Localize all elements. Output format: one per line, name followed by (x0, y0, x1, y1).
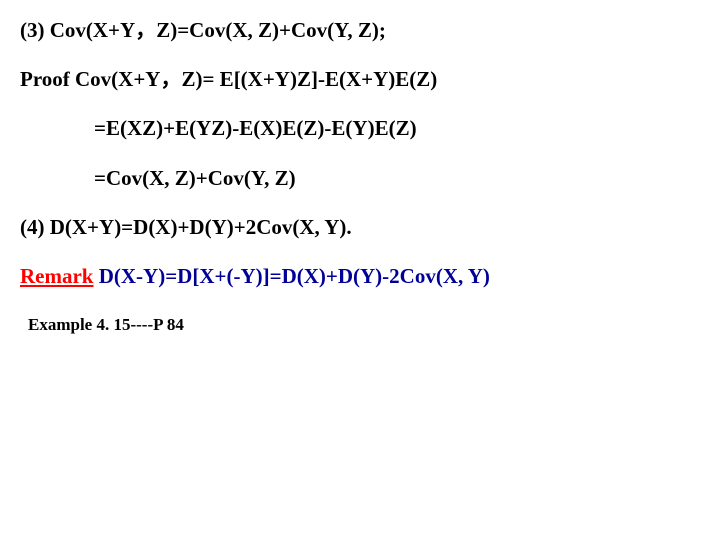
proof-line-3: =Cov(X, Z)+Cov(Y, Z) (20, 166, 700, 191)
example-reference: Example 4. 15----P 84 (20, 315, 700, 335)
remark-label: Remark (20, 264, 93, 288)
proof-line-1: Proof Cov(X+Y，Z)= E[(X+Y)Z]-E(X+Y)E(Z) (20, 67, 700, 92)
slide-container: (3) Cov(X+Y，Z)=Cov(X, Z)+Cov(Y, Z); Proo… (0, 0, 720, 540)
proof-line-2: =E(XZ)+E(YZ)-E(X)E(Z)-E(Y)E(Z) (20, 116, 700, 141)
property-3-line: (3) Cov(X+Y，Z)=Cov(X, Z)+Cov(Y, Z); (20, 18, 700, 43)
property-4-line: (4) D(X+Y)=D(X)+D(Y)+2Cov(X, Y). (20, 215, 700, 240)
remark-body: D(X-Y)=D[X+(-Y)]=D(X)+D(Y)-2Cov(X, Y) (93, 264, 489, 288)
remark-line: Remark D(X-Y)=D[X+(-Y)]=D(X)+D(Y)-2Cov(X… (20, 264, 700, 289)
